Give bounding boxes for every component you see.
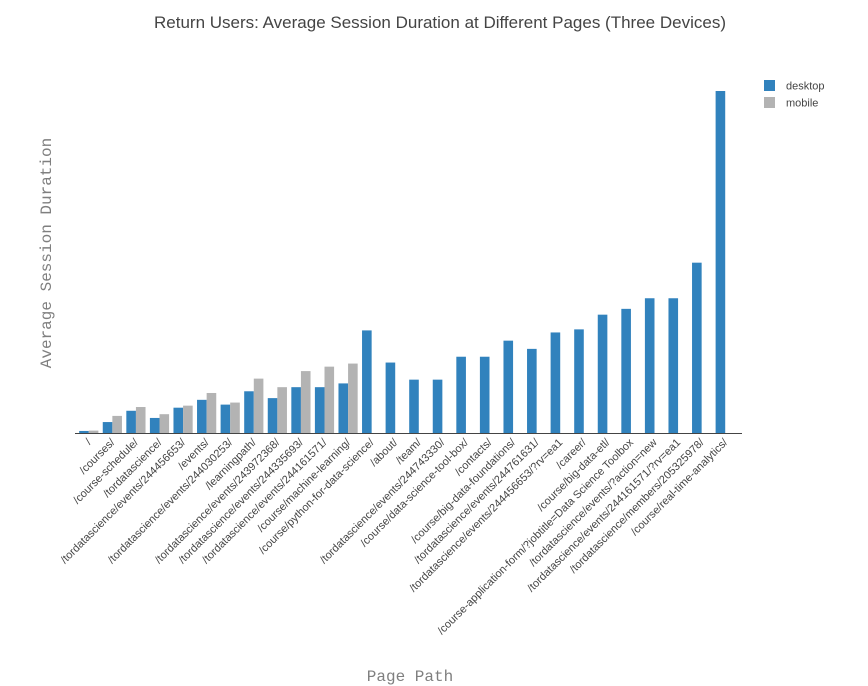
x-tick-label: /: [83, 436, 94, 447]
y-axis-title: Average Session Duration: [38, 138, 56, 368]
bar-desktop-0: [79, 430, 89, 433]
bar-desktop-3: [149, 417, 160, 433]
bar-desktop-8: [267, 398, 278, 433]
bar-mobile-9: [300, 371, 311, 433]
x-tick-labels: //courses//course-schedule//tordatascien…: [59, 436, 731, 637]
bar-mobile-5: [206, 392, 217, 433]
bar-desktop-24: [644, 298, 655, 433]
bar-desktop-9: [291, 387, 301, 433]
bar-desktop-4: [173, 407, 184, 433]
legend-label-desktop: desktop: [786, 81, 825, 93]
bar-mobile-1: [112, 415, 122, 433]
bar-mobile-3: [159, 414, 170, 433]
bar-mobile-0: [88, 430, 99, 433]
bar-desktop-10: [314, 387, 325, 433]
bar-desktop-2: [126, 410, 136, 433]
legend-label-mobile: mobile: [786, 98, 818, 110]
bar-mobile-8: [277, 387, 287, 433]
bar-mobile-2: [135, 407, 146, 433]
bar-desktop-15: [432, 379, 443, 433]
bar-desktop-22: [597, 314, 608, 433]
bar-mobile-6: [230, 402, 240, 433]
bar-desktop-23: [621, 308, 631, 433]
bar-desktop-18: [503, 340, 514, 433]
bar-desktop-17: [479, 356, 490, 433]
bar-desktop-5: [197, 399, 207, 433]
bar-desktop-11: [338, 383, 349, 433]
legend-swatch-mobile: [764, 97, 775, 108]
bar-mobile-4: [183, 405, 193, 433]
bar-desktop-20: [550, 332, 561, 433]
bar-desktop-6: [220, 404, 231, 433]
legend-swatch-desktop: [764, 80, 775, 91]
bar-desktop-1: [102, 422, 113, 433]
bar-desktop-26: [692, 262, 702, 433]
bar-desktop-25: [668, 298, 679, 433]
x-axis-title: Page Path: [367, 668, 453, 686]
bar-mobile-11: [348, 363, 358, 433]
x-tick-label: /about/: [368, 436, 401, 469]
bar-desktop-19: [527, 348, 537, 433]
bar-desktop-12: [362, 330, 372, 433]
bars-layer: [79, 91, 726, 433]
bar-desktop-27: [715, 91, 726, 433]
bar-desktop-21: [574, 329, 584, 433]
bar-desktop-16: [456, 356, 466, 433]
bar-desktop-13: [385, 362, 396, 433]
bar-desktop-14: [409, 379, 419, 433]
bar-mobile-10: [324, 366, 335, 433]
bar-desktop-7: [244, 391, 254, 433]
legend: desktop mobile: [764, 80, 825, 110]
chart-title: Return Users: Average Session Duration a…: [154, 13, 726, 32]
bar-mobile-7: [253, 378, 264, 433]
